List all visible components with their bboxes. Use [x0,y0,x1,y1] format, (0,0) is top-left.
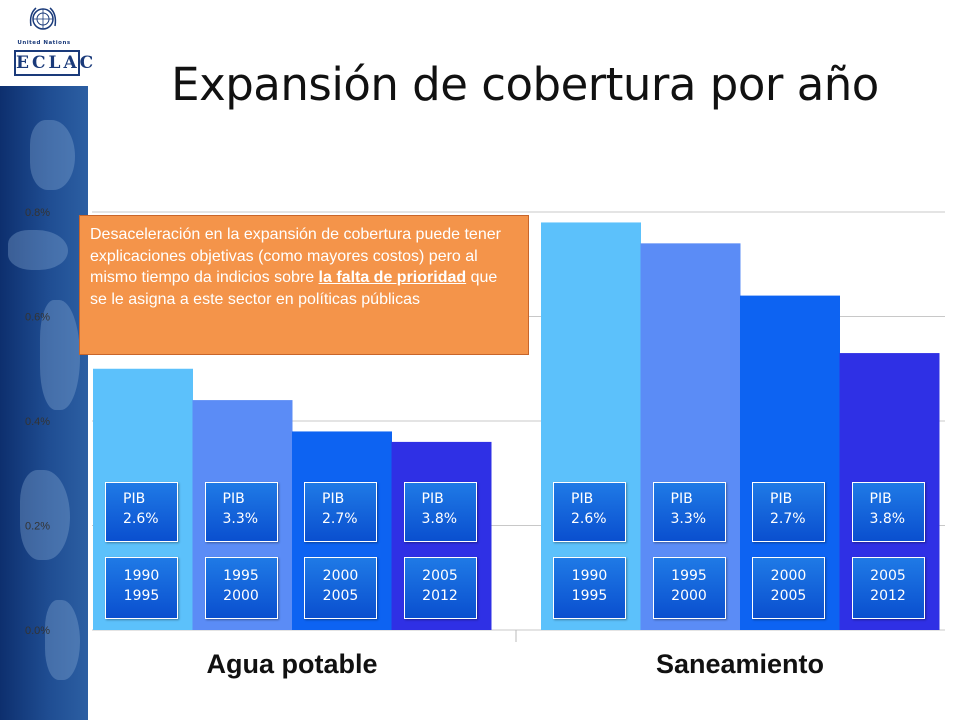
pib-prefix: PIB [123,491,146,507]
pib-prefix: PIB [421,491,444,507]
period-label: 2000 2005 [304,557,377,619]
pib-prefix: PIB [222,491,245,507]
pib-value: 3.3% [670,511,707,527]
pib-label: PIB 2.6% [105,482,178,542]
pib-label: PIB 2.6% [553,482,626,542]
page-title: Expansión de cobertura por año [171,58,879,111]
group-label: Saneamiento [656,649,824,679]
period-label: 1995 2000 [204,557,278,619]
period-label: 1990 1995 [105,557,178,619]
period-year: 1995 [671,568,707,584]
y-tick-label: 0.0% [25,625,50,637]
pib-prefix: PIB [571,491,594,507]
y-tick-label: 0.8% [25,207,50,219]
pib-label: PIB 3.3% [652,482,726,542]
pib-prefix: PIB [322,491,345,507]
pib-prefix: PIB [869,491,892,507]
y-tick-label: 0.4% [25,416,50,428]
period-label: 2000 2005 [752,557,825,619]
logo: United Nations ECLAC [0,0,93,86]
y-tick-label: 0.6% [25,312,50,324]
pib-label: PIB 3.8% [403,482,477,542]
period-label: 2005 2012 [851,557,925,619]
period-label: 2005 2012 [403,557,477,619]
pib-label: PIB 2.7% [752,482,825,542]
pib-value: 2.7% [770,511,806,527]
pib-value: 2.6% [571,511,607,527]
period-year: 1990 [571,568,608,584]
eclac-label: ECLAC [14,50,93,76]
period-year: 2005 [322,588,359,604]
group-label: Agua potable [206,649,377,679]
un-label: United Nations [17,40,71,46]
pib-label: PIB 3.8% [851,482,925,542]
y-tick-label: 0.2% [25,521,50,533]
period-year: 2000 [671,588,707,604]
callout-text-end: que se le asigna a este sector en políti… [90,269,498,308]
period-label: 1990 1995 [553,557,626,619]
period-year: 2012 [870,588,906,604]
period-year: 1995 [123,588,160,604]
period-year: 2005 [422,568,458,584]
pib-value: 3.3% [222,511,259,527]
period-year: 1990 [123,568,160,584]
period-year: 2012 [422,588,458,604]
period-year: 2000 [770,568,807,584]
pib-value: 3.8% [869,511,906,527]
pib-value: 2.6% [123,511,159,527]
period-year: 2000 [322,568,359,584]
callout-emphasis: la falta de prioridad [318,269,467,287]
period-label: 1995 2000 [652,557,726,619]
period-year: 2005 [870,568,906,584]
un-emblem-icon [29,7,57,30]
pib-prefix: PIB [770,491,793,507]
callout-text-start: Desaceleración en la expansión de cobert… [90,226,501,287]
period-year: 1995 [223,568,259,584]
pib-value: 2.7% [322,511,358,527]
period-year: 2005 [770,588,807,604]
sidebar-decoration [0,0,88,720]
pib-prefix: PIB [670,491,693,507]
period-year: 2000 [223,588,259,604]
pib-label: PIB 2.7% [304,482,377,542]
pib-label: PIB 3.3% [204,482,278,542]
callout-note: Desaceleración en la expansión de cobert… [79,215,529,355]
period-year: 1995 [571,588,608,604]
pib-value: 3.8% [421,511,458,527]
